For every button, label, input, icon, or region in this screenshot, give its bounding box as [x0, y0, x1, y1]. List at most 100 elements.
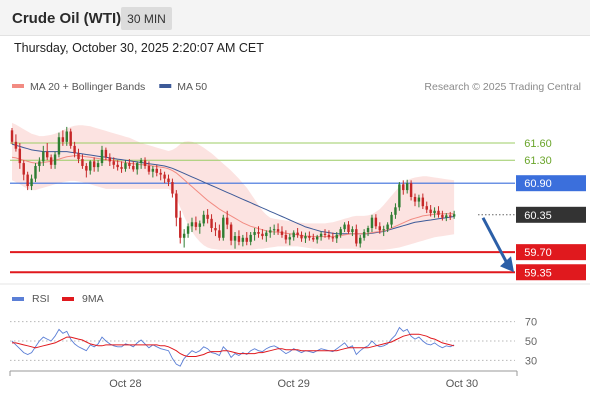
legend-swatch-ma50 [159, 84, 172, 88]
candle-body [292, 232, 295, 238]
rsi-tick-30: 30 [525, 355, 537, 367]
candle-body [163, 174, 166, 179]
candle-body [22, 163, 25, 175]
candle-body [89, 161, 92, 171]
candle-body [429, 209, 432, 214]
level-61-60-label: 61.60 [524, 138, 552, 150]
candle-body [167, 178, 170, 183]
level-60-35-tag [516, 206, 586, 223]
candle-body [441, 214, 444, 218]
candle-body [34, 165, 37, 179]
candle-body [108, 157, 112, 162]
candle-body [135, 163, 139, 170]
candle-body [398, 184, 401, 208]
candle-body [449, 215, 452, 217]
candle-body [374, 217, 378, 227]
candle-body [10, 130, 14, 142]
candle-body [300, 234, 303, 239]
candle-body [390, 214, 393, 225]
legend-swatch-ma20 [12, 84, 24, 88]
candle-body [225, 217, 229, 225]
candle-body [347, 224, 350, 233]
x-tick-label-oct-29: Oct 29 [278, 378, 310, 390]
candle-body [30, 178, 33, 187]
candle-body [132, 165, 135, 170]
legend-label-rsi: RSI [32, 293, 50, 305]
candle-body [272, 229, 276, 231]
candle-body [394, 207, 397, 215]
candle-body [245, 237, 248, 242]
candle-body [218, 230, 221, 238]
candle-body [417, 197, 421, 202]
candle-body [159, 172, 162, 175]
candle-body [26, 174, 29, 187]
candle-body [269, 230, 272, 233]
candle-body [96, 163, 100, 168]
candle-body [229, 224, 233, 241]
bollinger-band-fill [12, 122, 455, 250]
candle-body [206, 214, 209, 219]
candle-body [421, 197, 425, 207]
candle-body [143, 160, 147, 166]
candle-body [18, 148, 22, 164]
candle-body [77, 153, 80, 160]
candle-body [81, 159, 84, 166]
candle-body [366, 228, 370, 233]
chart-timestamp: Thursday, October 30, 2025 2:20:07 AM CE… [14, 41, 264, 55]
candle-body [38, 161, 41, 166]
candle-body [175, 193, 178, 218]
candle-body [382, 229, 385, 231]
rsi-line [11, 326, 455, 367]
candle-body [249, 234, 252, 242]
rsi-9ma-line [12, 333, 455, 357]
candle-body [304, 236, 307, 239]
candle-body [69, 131, 72, 146]
candle-body [343, 224, 346, 230]
candle-body [351, 229, 354, 233]
candle-body [65, 131, 68, 142]
candle-body [112, 161, 115, 165]
candle-body [253, 232, 256, 235]
candle-body [402, 184, 405, 191]
candle-body [319, 233, 323, 237]
candle-body [445, 215, 448, 218]
candle-body [53, 154, 57, 165]
candle-body [437, 210, 440, 215]
candle-body [233, 236, 237, 241]
candle-body [100, 149, 104, 164]
candle-body [202, 214, 205, 224]
level-60-90-label: 60.90 [524, 178, 552, 190]
ma20-line [11, 155, 455, 238]
candle-body [179, 217, 182, 238]
projection-arrow-head [500, 256, 514, 273]
candle-body [14, 141, 18, 149]
copyright-credit: Research © 2025 Trading Central [424, 81, 581, 93]
candle-body [124, 163, 127, 169]
timeframe-badge[interactable]: 30 MIN [121, 7, 172, 30]
candle-body [339, 229, 342, 235]
candle-body [433, 210, 436, 214]
candle-body [359, 237, 362, 244]
rsi-tick-70: 70 [525, 317, 537, 329]
candle-body [335, 234, 338, 239]
candle-body [331, 237, 335, 239]
candle-body [42, 151, 45, 162]
ma50-line [11, 143, 455, 235]
candle-body [257, 232, 260, 234]
candle-body [57, 137, 61, 155]
candles-group [10, 126, 456, 249]
level-60-35-label: 60.35 [524, 210, 552, 222]
candle-body [92, 161, 96, 168]
candle-body [284, 234, 288, 240]
projection-arrow-shaft [481, 217, 509, 264]
candle-body [194, 222, 198, 227]
candle-body [210, 218, 213, 229]
level-59-35-label: 59.35 [524, 267, 552, 279]
candle-body [409, 183, 413, 197]
candle-body [386, 224, 389, 230]
candle-body [237, 236, 241, 242]
x-tick-label-oct-28: Oct 28 [109, 378, 141, 390]
instrument-title: Crude Oil (WTI) [12, 10, 122, 27]
x-tick-label-oct-30: Oct 30 [446, 378, 478, 390]
candle-body [323, 233, 327, 235]
